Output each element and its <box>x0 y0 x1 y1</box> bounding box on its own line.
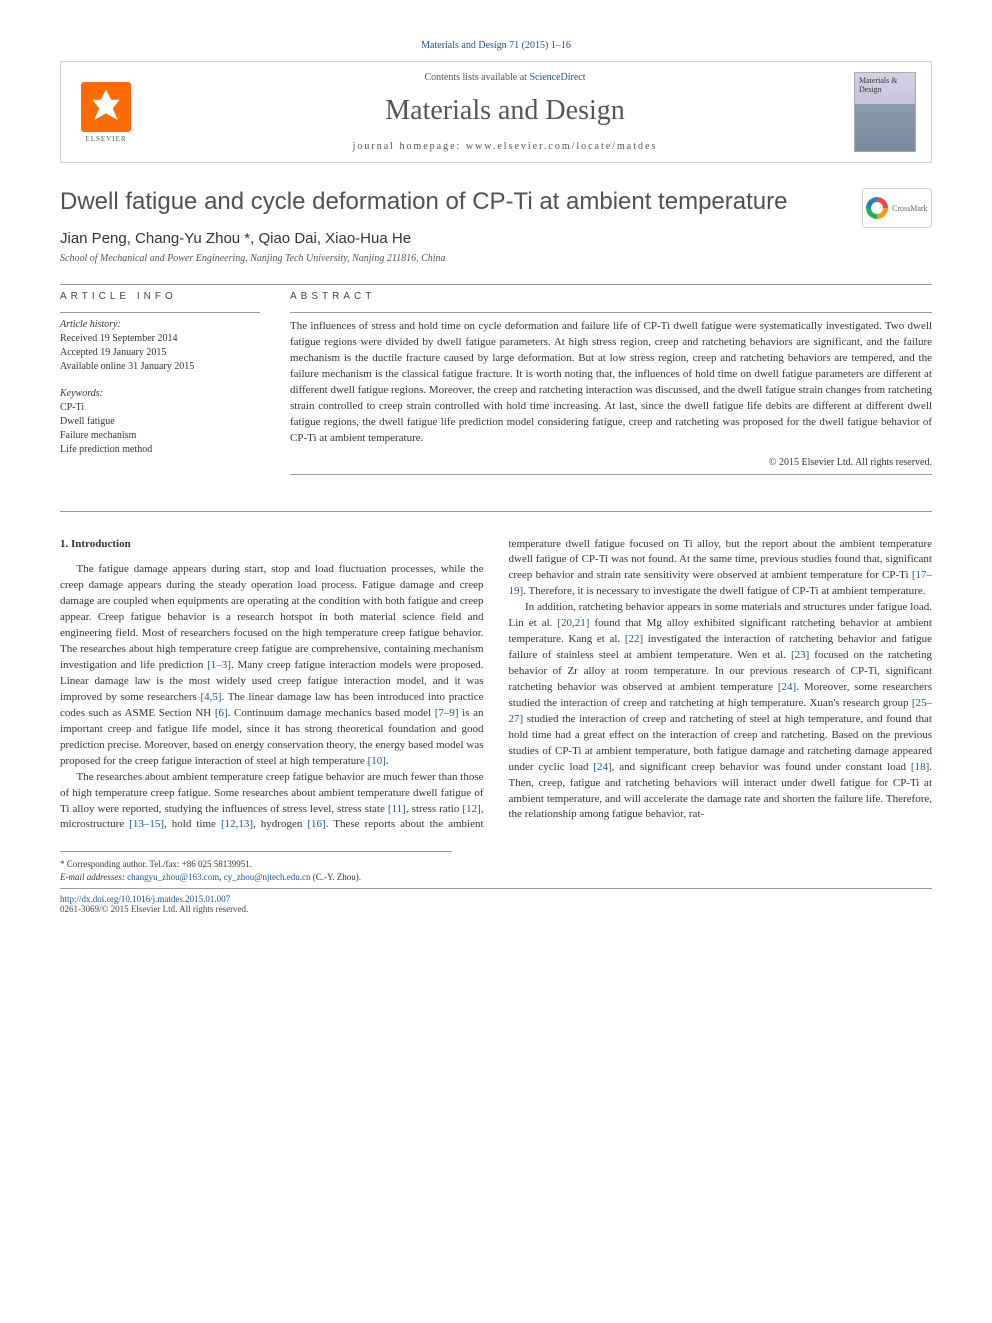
received-date: Received 19 September 2014 <box>60 332 260 346</box>
accepted-date: Accepted 19 January 2015 <box>60 346 260 360</box>
divider <box>60 511 932 512</box>
reference-link[interactable]: [12] <box>462 803 480 815</box>
body-text: . Therefore, it is necessary to investig… <box>523 585 925 597</box>
intro-paragraph-1: The fatigue damage appears during start,… <box>60 562 484 769</box>
crossmark-icon <box>866 197 888 219</box>
intro-paragraph-3: In addition, ratcheting behavior appears… <box>509 600 933 823</box>
issn-copyright: 0261-3069/© 2015 Elsevier Ltd. All right… <box>60 904 932 914</box>
email-link[interactable]: cy_zhou@njtech.edu.cn <box>224 872 311 882</box>
abstract-column: ABSTRACT The influences of stress and ho… <box>290 291 932 481</box>
reference-link[interactable]: [4,5] <box>200 691 221 703</box>
body-text: , hold time <box>164 818 221 830</box>
footnote-block: * Corresponding author. Tel./fax: +86 02… <box>60 851 452 883</box>
reference-link[interactable]: [7–9] <box>435 707 459 719</box>
journal-name: Materials and Design <box>156 95 854 127</box>
crossmark-label: CrossMark <box>892 204 928 213</box>
reference-link[interactable]: [23] <box>791 649 809 661</box>
body-text: The fatigue damage appears during start,… <box>60 563 484 671</box>
online-date: Available online 31 January 2015 <box>60 360 260 374</box>
divider <box>60 284 932 285</box>
reference-link[interactable]: [12,13] <box>221 818 253 830</box>
journal-header: ELSEVIER Contents lists available at Sci… <box>60 61 932 163</box>
email-link[interactable]: changyu_zhou@163.com <box>127 872 219 882</box>
elsevier-logo[interactable]: ELSEVIER <box>76 77 136 147</box>
body-text: , hydrogen <box>253 818 307 830</box>
history-label: Article history: <box>60 319 260 330</box>
authors-line: Jian Peng, Chang-Yu Zhou *, Qiao Dai, Xi… <box>60 230 932 247</box>
elsevier-tree-icon <box>81 82 131 132</box>
page-container: Materials and Design 71 (2015) 1–16 ELSE… <box>0 0 992 954</box>
contents-available-line: Contents lists available at ScienceDirec… <box>156 72 854 83</box>
affiliation: School of Mechanical and Power Engineeri… <box>60 253 932 264</box>
body-text: , and significant creep behavior was fou… <box>612 761 911 773</box>
reference-link[interactable]: [18] <box>911 761 929 773</box>
body-columns: 1. Introduction The fatigue damage appea… <box>60 537 932 834</box>
email-suffix: (C.-Y. Zhou). <box>310 872 361 882</box>
reference-link[interactable]: [22] <box>625 633 643 645</box>
corresponding-author: * Corresponding author. Tel./fax: +86 02… <box>60 858 452 871</box>
header-center: Contents lists available at ScienceDirec… <box>156 72 854 152</box>
footer-bar: http://dx.doi.org/10.1016/j.matdes.2015.… <box>60 888 932 914</box>
keyword-item: Failure mechanism <box>60 429 260 443</box>
keyword-item: CP-Ti <box>60 401 260 415</box>
journal-cover-thumbnail[interactable]: Materials & Design <box>854 72 916 152</box>
divider <box>60 312 260 313</box>
keyword-item: Life prediction method <box>60 443 260 457</box>
publisher-label: ELSEVIER <box>85 135 126 143</box>
divider <box>290 474 932 475</box>
homepage-line: journal homepage: www.elsevier.com/locat… <box>156 141 854 152</box>
divider <box>290 312 932 313</box>
keywords-label: Keywords: <box>60 388 260 399</box>
section-heading: 1. Introduction <box>60 537 484 553</box>
homepage-url[interactable]: www.elsevier.com/locate/matdes <box>466 141 658 152</box>
reference-link[interactable]: [16] <box>307 818 325 830</box>
citation-line: Materials and Design 71 (2015) 1–16 <box>60 40 932 51</box>
article-info-heading: ARTICLE INFO <box>60 291 260 302</box>
reference-link[interactable]: [1–3] <box>207 659 231 671</box>
cover-title: Materials & Design <box>859 77 911 95</box>
keyword-item: Dwell fatigue <box>60 415 260 429</box>
reference-link[interactable]: [6] <box>215 707 228 719</box>
doi-link[interactable]: http://dx.doi.org/10.1016/j.matdes.2015.… <box>60 894 230 904</box>
crossmark-badge[interactable]: CrossMark <box>862 188 932 228</box>
contents-prefix: Contents lists available at <box>424 72 529 83</box>
abstract-heading: ABSTRACT <box>290 291 932 302</box>
body-text: . <box>386 755 389 767</box>
article-info-column: ARTICLE INFO Article history: Received 1… <box>60 291 260 481</box>
email-label: E-mail addresses: <box>60 872 127 882</box>
homepage-prefix: journal homepage: <box>353 141 466 152</box>
info-abstract-row: ARTICLE INFO Article history: Received 1… <box>60 291 932 481</box>
body-text: . Continuum damage mechanics based model <box>228 707 435 719</box>
article-title: Dwell fatigue and cycle deformation of C… <box>60 188 932 216</box>
reference-link[interactable]: [24] <box>778 681 796 693</box>
authors-text: Jian Peng, Chang-Yu Zhou *, Qiao Dai, Xi… <box>60 230 411 247</box>
reference-link[interactable]: [10] <box>368 755 386 767</box>
abstract-copyright: © 2015 Elsevier Ltd. All rights reserved… <box>290 457 932 468</box>
reference-link[interactable]: [13–15] <box>129 818 164 830</box>
reference-link[interactable]: [20,21] <box>557 617 589 629</box>
abstract-text: The influences of stress and hold time o… <box>290 319 932 447</box>
email-line: E-mail addresses: changyu_zhou@163.com, … <box>60 871 452 884</box>
reference-link[interactable]: [11] <box>388 803 406 815</box>
reference-link[interactable]: [24] <box>593 761 611 773</box>
sciencedirect-link[interactable]: ScienceDirect <box>529 72 585 83</box>
body-text: , stress ratio <box>406 803 463 815</box>
